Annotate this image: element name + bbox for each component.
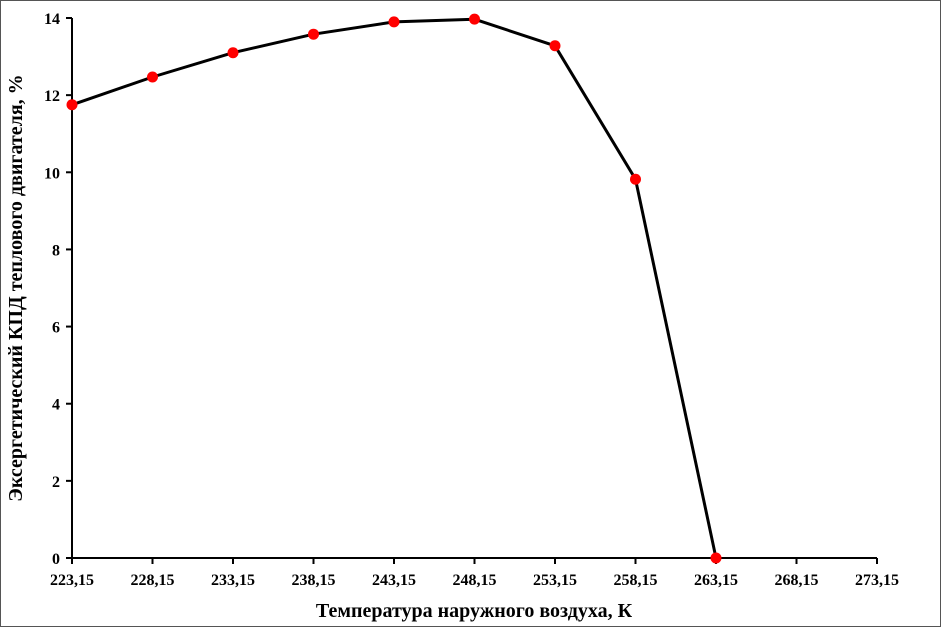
x-tick-label: 258,15 bbox=[614, 572, 658, 589]
y-tick-label: 0 bbox=[52, 551, 60, 568]
data-point bbox=[227, 47, 239, 59]
data-point bbox=[549, 40, 561, 52]
data-point bbox=[630, 173, 641, 185]
x-tick-label: 253,15 bbox=[533, 572, 577, 589]
y-tick-label: 10 bbox=[44, 165, 60, 182]
x-tick-label: 243,15 bbox=[372, 572, 416, 589]
x-tick-label: 223,15 bbox=[50, 572, 94, 589]
y-tick-label: 6 bbox=[52, 320, 60, 337]
y-tick-label: 8 bbox=[52, 242, 60, 259]
y-tick-label: 4 bbox=[52, 397, 60, 414]
x-axis-title: Температура наружного воздуха, К bbox=[316, 600, 633, 622]
axes: 0 2 4 6 8 10 12 14 223,15 228,15 233,15 238,15 243,1… bbox=[44, 11, 899, 589]
data-point bbox=[388, 16, 400, 28]
series-line bbox=[71, 17, 718, 559]
data-point bbox=[147, 71, 158, 83]
x-tick-label: 273,15 bbox=[855, 572, 899, 589]
y-tick-label: 12 bbox=[44, 88, 60, 105]
y-axis-title: Эксергетический КПД теплового двигателя,… bbox=[5, 74, 27, 501]
x-tick-label: 238,15 bbox=[292, 572, 336, 589]
x-tick-label: 248,15 bbox=[453, 572, 497, 589]
series-group bbox=[66, 13, 722, 564]
data-point bbox=[308, 28, 319, 40]
y-tick-label: 14 bbox=[44, 11, 60, 28]
y-tick-label: 2 bbox=[52, 474, 60, 491]
data-point bbox=[710, 552, 722, 564]
data-point bbox=[469, 13, 480, 25]
x-tick-label: 228,15 bbox=[131, 572, 175, 589]
x-tick-label: 233,15 bbox=[211, 572, 255, 589]
x-tick-label: 263,15 bbox=[694, 572, 738, 589]
x-tick-label: 268,15 bbox=[775, 572, 819, 589]
data-point bbox=[66, 99, 78, 111]
